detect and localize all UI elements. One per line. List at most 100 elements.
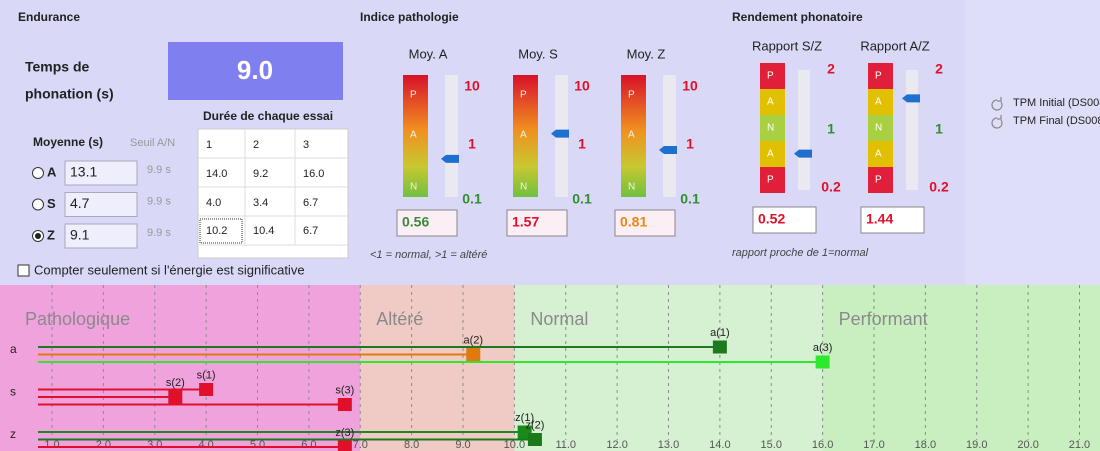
zone-letter: P xyxy=(767,71,774,82)
table-header: 3 xyxy=(303,139,309,151)
mean-value: 9.1 xyxy=(70,227,90,243)
zone-block xyxy=(868,89,893,115)
x-tick-label: 12.0 xyxy=(606,439,627,451)
trial-marker xyxy=(815,355,830,369)
trial-label: a(2) xyxy=(463,334,483,346)
scale-label: 0.1 xyxy=(680,191,700,207)
gauge-bar xyxy=(621,75,646,197)
scale-label: 1 xyxy=(468,136,476,152)
ratio-label: Rapport A/Z xyxy=(860,38,929,53)
zone-letter: P xyxy=(875,175,882,186)
slider-track xyxy=(906,70,918,190)
section-title: Rendement phonatoire xyxy=(732,10,863,24)
x-tick-label: 20.0 xyxy=(1017,439,1038,451)
radio-label: A xyxy=(47,164,57,179)
trial-label: s(1) xyxy=(197,369,216,381)
scale-label: 10 xyxy=(682,78,698,94)
ratio-value: 0.52 xyxy=(758,211,785,227)
zone-letter: N xyxy=(767,123,774,134)
zone-label: Performant xyxy=(839,309,928,329)
radio-dot[interactable] xyxy=(35,233,41,239)
trial-marker xyxy=(466,348,481,361)
threshold-value: 9.9 s xyxy=(147,164,171,176)
table-cell: 6.7 xyxy=(303,225,318,237)
x-tick-label: 6.0 xyxy=(301,439,316,451)
table-cell: 10.4 xyxy=(253,225,274,237)
x-tick-label: 7.0 xyxy=(353,439,368,451)
refresh-icon[interactable] xyxy=(991,97,1003,111)
zone-block xyxy=(868,141,893,167)
total-box xyxy=(168,42,343,100)
radio-label: S xyxy=(47,196,56,211)
scale-label: 1 xyxy=(935,121,943,137)
value-box xyxy=(860,206,925,234)
trial-marker xyxy=(168,390,183,404)
checkbox-label: Compter seulement si l'énergie est signi… xyxy=(34,262,305,277)
zone-letter: A xyxy=(410,130,417,141)
radio[interactable] xyxy=(32,198,44,211)
slider-thumb xyxy=(659,146,677,155)
trial-label: s(2) xyxy=(166,377,185,389)
x-tick-label: 14.0 xyxy=(709,439,730,451)
note: rapport proche de 1=normal xyxy=(732,247,869,259)
table-cell: 4.0 xyxy=(206,197,221,209)
zone-letter: A xyxy=(520,130,527,141)
zone-letter: N xyxy=(410,182,417,193)
gauge-value: 1.57 xyxy=(512,214,539,230)
zone xyxy=(0,285,361,451)
tpm-button[interactable]: TPM Final (DS008 xyxy=(1013,115,1100,127)
trial-label: z(3) xyxy=(335,427,354,439)
section-title: Endurance xyxy=(18,10,80,24)
zone-letter: A xyxy=(767,149,774,160)
scale-label: 10 xyxy=(574,78,590,94)
gauge-label: Moy. A xyxy=(409,46,448,61)
trial-label: a(1) xyxy=(710,327,730,339)
zone-letter: P xyxy=(520,90,527,101)
scale-label: 2 xyxy=(827,61,835,77)
zone-block xyxy=(868,115,893,141)
table-title: Durée de chaque essai xyxy=(203,109,333,123)
zone-block xyxy=(868,167,893,193)
zone-block xyxy=(760,141,785,167)
field-label: Temps de xyxy=(25,59,90,75)
x-tick-label: 8.0 xyxy=(404,439,419,451)
section-title: Indice pathologie xyxy=(360,10,459,24)
trial-marker xyxy=(199,383,214,396)
zone-block xyxy=(760,167,785,193)
radio[interactable] xyxy=(32,167,44,179)
value-box xyxy=(614,209,676,237)
x-tick-label: 17.0 xyxy=(863,439,884,451)
trial-marker xyxy=(337,440,352,451)
x-tick-label: 1.0 xyxy=(44,439,59,451)
zone-letter: N xyxy=(520,182,527,193)
x-tick-label: 18.0 xyxy=(915,439,936,451)
tpm-button[interactable]: TPM Initial (DS008 xyxy=(1013,97,1100,109)
column-label: Moyenne (s) xyxy=(33,135,103,149)
column-label: Seuil A/N xyxy=(130,137,175,149)
gauge-bar xyxy=(513,75,538,197)
zone-label: Normal xyxy=(530,309,588,329)
scale-label: 0.1 xyxy=(462,191,482,207)
radio-label: Z xyxy=(47,227,55,242)
x-tick-label: 13.0 xyxy=(658,439,679,451)
table-header: 1 xyxy=(206,139,212,151)
x-tick-label: 21.0 xyxy=(1069,439,1090,451)
zone-letter: A xyxy=(628,130,635,141)
x-tick-label: 4.0 xyxy=(198,439,213,451)
ratio-value: 1.44 xyxy=(866,211,893,227)
zone-letter: P xyxy=(767,175,774,186)
scale-label: 1 xyxy=(686,136,694,152)
table-cell: 16.0 xyxy=(303,168,324,180)
note: <1 = normal, >1 = altéré xyxy=(370,249,487,261)
refresh-icon[interactable] xyxy=(991,115,1003,129)
scale-label: 0.1 xyxy=(572,191,592,207)
zone-block xyxy=(760,115,785,141)
trial-marker xyxy=(527,433,542,446)
zone-letter: P xyxy=(875,71,882,82)
x-tick-label: 9.0 xyxy=(455,439,470,451)
row-label: s xyxy=(10,385,16,399)
zone xyxy=(360,285,515,451)
checkbox[interactable] xyxy=(17,264,30,277)
